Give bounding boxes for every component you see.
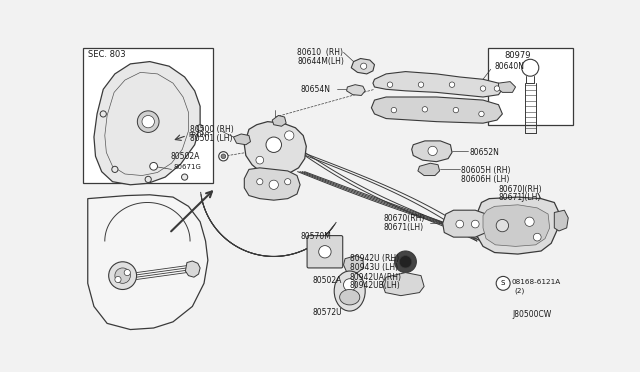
Text: 80671J(LH): 80671J(LH): [499, 193, 541, 202]
Circle shape: [221, 154, 226, 158]
Polygon shape: [244, 168, 300, 200]
Text: 80610  (RH): 80610 (RH): [297, 48, 343, 58]
Text: 08168-6121A: 08168-6121A: [511, 279, 561, 285]
Circle shape: [285, 179, 291, 185]
Polygon shape: [476, 197, 559, 254]
Polygon shape: [483, 205, 550, 246]
Text: FRONT: FRONT: [189, 132, 211, 138]
Polygon shape: [412, 141, 452, 162]
Circle shape: [219, 152, 228, 161]
Circle shape: [109, 262, 136, 289]
Circle shape: [319, 246, 331, 258]
Text: 80654N: 80654N: [301, 86, 331, 94]
Circle shape: [428, 146, 437, 155]
Circle shape: [399, 256, 412, 268]
Text: 80652N: 80652N: [469, 148, 499, 157]
Polygon shape: [554, 210, 568, 231]
Polygon shape: [347, 85, 365, 96]
Text: 80605H (RH): 80605H (RH): [461, 166, 511, 175]
Polygon shape: [351, 58, 374, 74]
Polygon shape: [94, 62, 200, 185]
Bar: [488, 48, 573, 125]
Text: 80640N: 80640N: [495, 62, 525, 71]
Bar: [83, 48, 213, 183]
Text: 80644M(LH): 80644M(LH): [297, 57, 344, 66]
Polygon shape: [371, 97, 502, 123]
Text: 80670J(RH): 80670J(RH): [499, 185, 542, 194]
Polygon shape: [418, 163, 440, 176]
Polygon shape: [373, 71, 502, 97]
Circle shape: [387, 82, 393, 87]
Circle shape: [124, 269, 131, 276]
Circle shape: [525, 217, 534, 226]
Circle shape: [391, 108, 397, 113]
Text: 80500 (RH): 80500 (RH): [190, 125, 234, 135]
Polygon shape: [443, 210, 489, 237]
Circle shape: [449, 82, 454, 87]
Circle shape: [419, 82, 424, 87]
Polygon shape: [88, 195, 208, 330]
Text: 80502A: 80502A: [171, 153, 200, 161]
Ellipse shape: [340, 289, 360, 305]
Text: 80606H (LH): 80606H (LH): [461, 175, 509, 184]
Ellipse shape: [334, 271, 365, 311]
Circle shape: [266, 137, 282, 153]
Text: 80943U (LH): 80943U (LH): [349, 263, 398, 272]
Polygon shape: [244, 122, 307, 176]
Circle shape: [456, 220, 463, 228]
Circle shape: [533, 233, 541, 241]
Polygon shape: [272, 115, 286, 126]
Text: 80942UA(RH): 80942UA(RH): [349, 273, 402, 282]
Text: 80570M: 80570M: [301, 232, 332, 241]
Circle shape: [138, 111, 159, 132]
Circle shape: [257, 179, 263, 185]
Text: 80671G: 80671G: [173, 164, 201, 170]
Circle shape: [142, 115, 154, 128]
Polygon shape: [344, 256, 364, 273]
Circle shape: [472, 220, 479, 228]
Circle shape: [145, 176, 151, 183]
Circle shape: [522, 59, 539, 76]
Text: (2): (2): [514, 288, 524, 295]
Text: 80502A: 80502A: [312, 276, 342, 285]
Circle shape: [115, 268, 131, 283]
Circle shape: [197, 125, 204, 131]
Text: 80942UB(LH): 80942UB(LH): [349, 281, 401, 290]
Text: 80670(RH): 80670(RH): [384, 214, 425, 223]
Text: 80942U (RH): 80942U (RH): [349, 254, 399, 263]
Text: SEC. 803: SEC. 803: [88, 50, 125, 59]
Circle shape: [269, 180, 278, 189]
Circle shape: [360, 63, 367, 69]
Circle shape: [494, 86, 500, 91]
Polygon shape: [382, 273, 424, 296]
Circle shape: [150, 163, 157, 170]
Circle shape: [422, 107, 428, 112]
Text: S: S: [501, 280, 506, 286]
FancyBboxPatch shape: [307, 235, 343, 268]
Circle shape: [395, 251, 417, 273]
Polygon shape: [234, 134, 250, 145]
Text: J80500CW: J80500CW: [513, 310, 552, 319]
Circle shape: [100, 111, 106, 117]
Circle shape: [496, 276, 510, 290]
Text: 80501 (LH): 80501 (LH): [190, 134, 232, 143]
Circle shape: [112, 166, 118, 173]
Text: 80979: 80979: [505, 51, 531, 60]
Circle shape: [285, 131, 294, 140]
Circle shape: [182, 174, 188, 180]
Circle shape: [256, 156, 264, 164]
Circle shape: [453, 108, 459, 113]
Circle shape: [496, 219, 509, 232]
Circle shape: [115, 276, 121, 283]
Text: 80572U: 80572U: [312, 308, 342, 317]
Text: 80671(LH): 80671(LH): [384, 222, 424, 231]
Circle shape: [344, 279, 356, 291]
Polygon shape: [186, 261, 200, 277]
Polygon shape: [499, 81, 516, 92]
Circle shape: [480, 86, 486, 91]
Circle shape: [479, 111, 484, 117]
